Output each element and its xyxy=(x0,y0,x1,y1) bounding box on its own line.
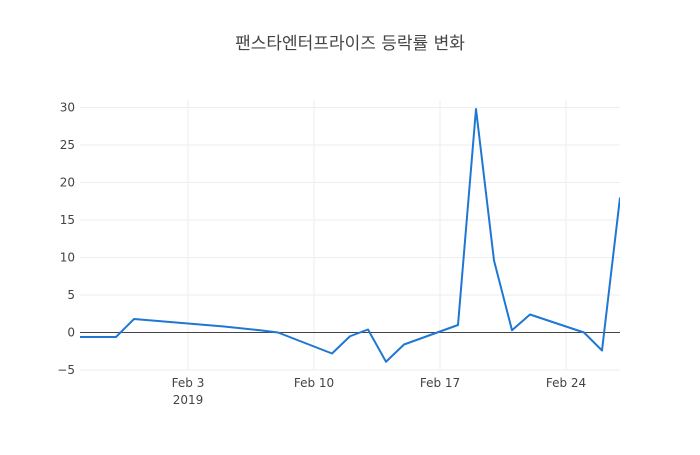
grid xyxy=(80,100,620,371)
x-tick-label: Feb 24 xyxy=(546,376,586,390)
x-tick-label: Feb 17 xyxy=(420,376,460,390)
x-tick-label: Feb 3 xyxy=(172,376,205,390)
y-tick-label: 30 xyxy=(60,101,75,115)
y-tick-label: 5 xyxy=(67,288,75,302)
y-tick-label: 20 xyxy=(60,176,75,190)
y-tick-label: 15 xyxy=(60,213,75,227)
y-tick-label: 25 xyxy=(60,138,75,152)
x-axis-ticks: Feb 3 2019 Feb 10 Feb 17 Feb 24 xyxy=(172,376,587,407)
series-line xyxy=(80,108,620,363)
x-tick-label: Feb 10 xyxy=(294,376,334,390)
chart-title: 팬스타엔터프라이즈 등락률 변화 xyxy=(235,34,465,54)
x-tick-year-label: 2019 xyxy=(173,393,204,407)
y-tick-label: 10 xyxy=(60,251,75,265)
y-tick-label: −5 xyxy=(57,363,75,377)
y-tick-label: 0 xyxy=(67,326,75,340)
series-group xyxy=(80,108,620,363)
y-axis-ticks: −5 0 5 10 15 20 25 30 xyxy=(57,101,75,378)
